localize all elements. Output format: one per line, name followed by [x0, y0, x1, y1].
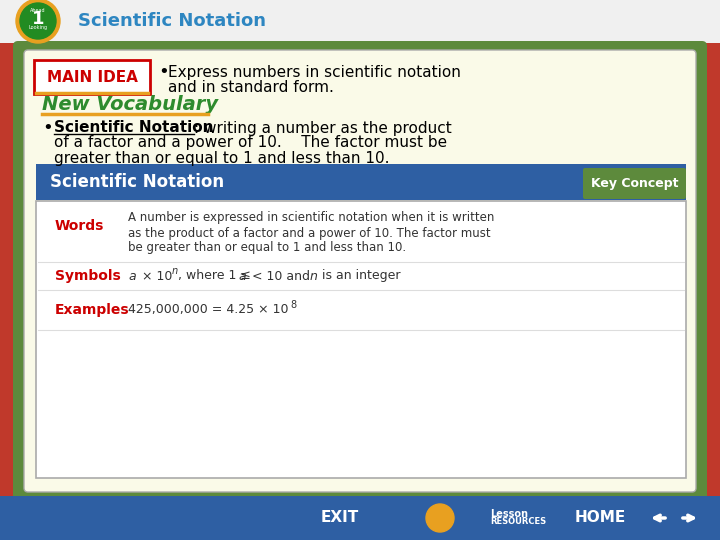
Text: 425,000,000 = 4.25 × 10: 425,000,000 = 4.25 × 10	[128, 303, 289, 316]
Text: Examples: Examples	[55, 303, 130, 317]
Circle shape	[20, 3, 56, 39]
Text: n: n	[310, 269, 318, 282]
Text: New Vocabulary: New Vocabulary	[42, 96, 218, 114]
Circle shape	[16, 0, 60, 43]
Text: and in standard form.: and in standard form.	[168, 79, 334, 94]
Text: EXIT: EXIT	[321, 510, 359, 525]
Text: a: a	[238, 269, 246, 282]
Text: •: •	[42, 119, 53, 137]
Text: be greater than or equal to 1 and less than 10.: be greater than or equal to 1 and less t…	[128, 241, 406, 254]
Text: Words: Words	[55, 219, 104, 233]
Text: A number is expressed in scientific notation when it is written: A number is expressed in scientific nota…	[128, 212, 495, 225]
Text: Scientific Notation: Scientific Notation	[50, 173, 224, 191]
FancyBboxPatch shape	[0, 496, 720, 540]
FancyBboxPatch shape	[13, 41, 707, 501]
Circle shape	[426, 504, 454, 532]
Text: greater than or equal to 1 and less than 10.: greater than or equal to 1 and less than…	[54, 151, 390, 165]
FancyBboxPatch shape	[36, 164, 686, 200]
Text: Ahead: Ahead	[30, 8, 46, 12]
Text: of a factor and a power of 10.    The factor must be: of a factor and a power of 10. The facto…	[54, 136, 447, 151]
Text: Lesson: Lesson	[490, 509, 528, 519]
Text: HOME: HOME	[575, 510, 626, 525]
FancyBboxPatch shape	[34, 60, 150, 94]
Text: 8: 8	[290, 300, 296, 310]
Text: RESOURCES: RESOURCES	[490, 517, 546, 526]
FancyBboxPatch shape	[24, 50, 696, 492]
FancyBboxPatch shape	[583, 168, 686, 199]
Text: Looking: Looking	[28, 25, 48, 30]
Text: , where 1 ≤: , where 1 ≤	[178, 269, 255, 282]
FancyBboxPatch shape	[36, 201, 686, 478]
Text: MAIN IDEA: MAIN IDEA	[47, 70, 138, 84]
Text: Scientific Notation: Scientific Notation	[54, 120, 214, 136]
Text: a: a	[128, 269, 135, 282]
Text: is an integer: is an integer	[318, 269, 400, 282]
Text: < 10 and: < 10 and	[248, 269, 314, 282]
Text: as the product of a factor and a power of 10. The factor must: as the product of a factor and a power o…	[128, 226, 490, 240]
Text: Express numbers in scientific notation: Express numbers in scientific notation	[168, 64, 461, 79]
Text: Scientific Notation: Scientific Notation	[78, 12, 266, 30]
Text: Key Concept: Key Concept	[591, 177, 679, 190]
Text: : writing a number as the product: : writing a number as the product	[194, 120, 451, 136]
Text: •: •	[158, 63, 168, 81]
Text: Symbols: Symbols	[55, 269, 121, 283]
Text: 1: 1	[32, 10, 44, 28]
Text: × 10: × 10	[138, 269, 172, 282]
Text: n: n	[172, 266, 178, 276]
FancyBboxPatch shape	[0, 0, 720, 43]
